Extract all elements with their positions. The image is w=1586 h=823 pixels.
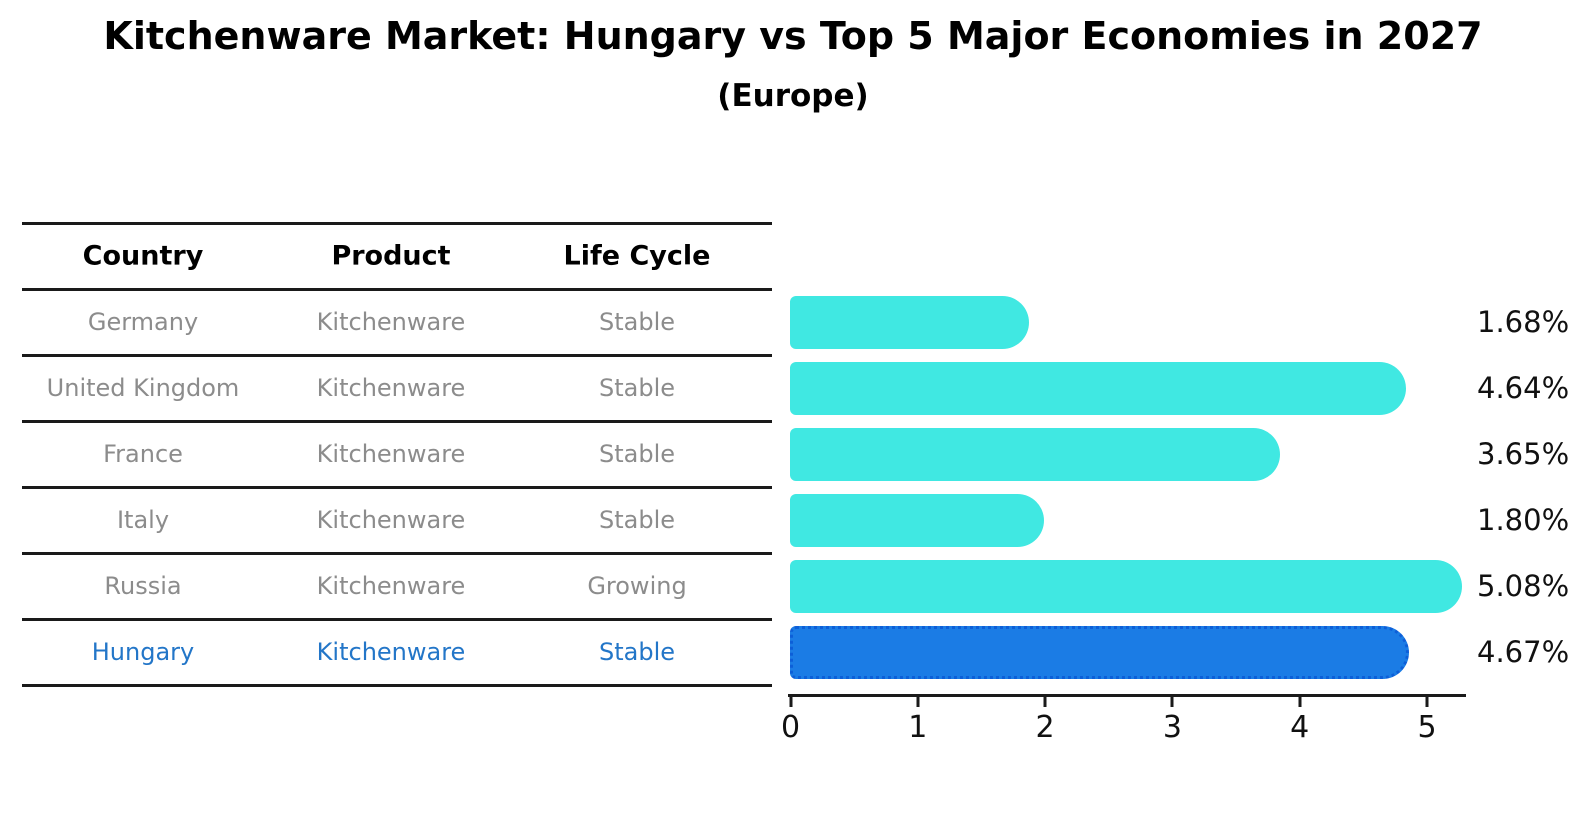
x-axis-tick-label: 2 — [1035, 710, 1055, 745]
table-divider-line — [22, 551, 772, 555]
value-label-united-kingdom: 4.64% — [1477, 371, 1570, 405]
table-cell-country: Russia — [104, 572, 182, 600]
x-axis-tick-label: 0 — [780, 710, 801, 745]
table-cell-product: Kitchenware — [316, 440, 466, 468]
table-cell-life-cycle: Stable — [598, 440, 676, 468]
value-label-russia: 5.08% — [1477, 569, 1570, 603]
table-cell-life-cycle: Growing — [587, 572, 687, 600]
bar-france — [790, 427, 1280, 481]
x-axis-tick — [1298, 695, 1302, 707]
column-header-life-cycle: Life Cycle — [563, 240, 711, 272]
table-divider-line — [22, 353, 772, 357]
table-divider-line — [22, 287, 772, 291]
table-cell-product: Kitchenware — [316, 374, 466, 402]
table-cell-life-cycle: Stable — [598, 374, 676, 402]
value-label-italy: 1.80% — [1477, 503, 1570, 537]
x-axis-tick — [1425, 695, 1429, 707]
table-cell-product: Kitchenware — [316, 308, 466, 336]
bar-italy — [790, 493, 1045, 547]
column-header-product: Product — [331, 240, 451, 272]
x-axis-tick — [1043, 695, 1047, 707]
table-divider-line — [22, 683, 772, 687]
table-cell-country: United Kingdom — [46, 374, 240, 402]
table-divider-line — [22, 617, 772, 621]
table-cell-product: Kitchenware — [316, 572, 466, 600]
value-label-france: 3.65% — [1477, 437, 1570, 471]
x-axis-tick-label: 1 — [908, 710, 928, 745]
x-axis-tick — [916, 695, 920, 707]
chart-subtitle: (Europe) — [717, 78, 869, 114]
x-axis-tick — [789, 695, 792, 707]
bar-russia — [790, 559, 1462, 613]
chart-title: Kitchenware Market: Hungary vs Top 5 Maj… — [103, 14, 1483, 58]
bar-hungary — [790, 625, 1410, 679]
table-divider-line — [22, 485, 772, 489]
x-axis-tick — [1170, 695, 1174, 707]
table-cell-life-cycle: Stable — [598, 506, 676, 534]
table-cell-product: Kitchenware — [316, 638, 466, 666]
table-cell-life-cycle: Stable — [598, 308, 676, 336]
x-axis-tick-label: 4 — [1290, 710, 1310, 745]
table-divider-line — [22, 221, 772, 225]
x-axis-tick-label: 5 — [1417, 710, 1437, 745]
table-cell-country: Hungary — [91, 638, 195, 666]
table-divider-line — [22, 419, 772, 423]
table-cell-country: Germany — [87, 308, 199, 336]
bar-united-kingdom — [790, 361, 1406, 415]
column-header-country: Country — [82, 240, 204, 272]
table-cell-country: Italy — [116, 506, 170, 534]
bar-germany — [790, 295, 1029, 349]
table-cell-country: France — [103, 440, 183, 468]
value-label-germany: 1.68% — [1477, 305, 1570, 339]
value-label-hungary: 4.67% — [1477, 635, 1570, 669]
table-cell-life-cycle: Stable — [598, 638, 676, 666]
x-axis-line — [788, 694, 1466, 697]
x-axis-tick-label: 3 — [1162, 710, 1182, 745]
table-cell-product: Kitchenware — [316, 506, 466, 534]
